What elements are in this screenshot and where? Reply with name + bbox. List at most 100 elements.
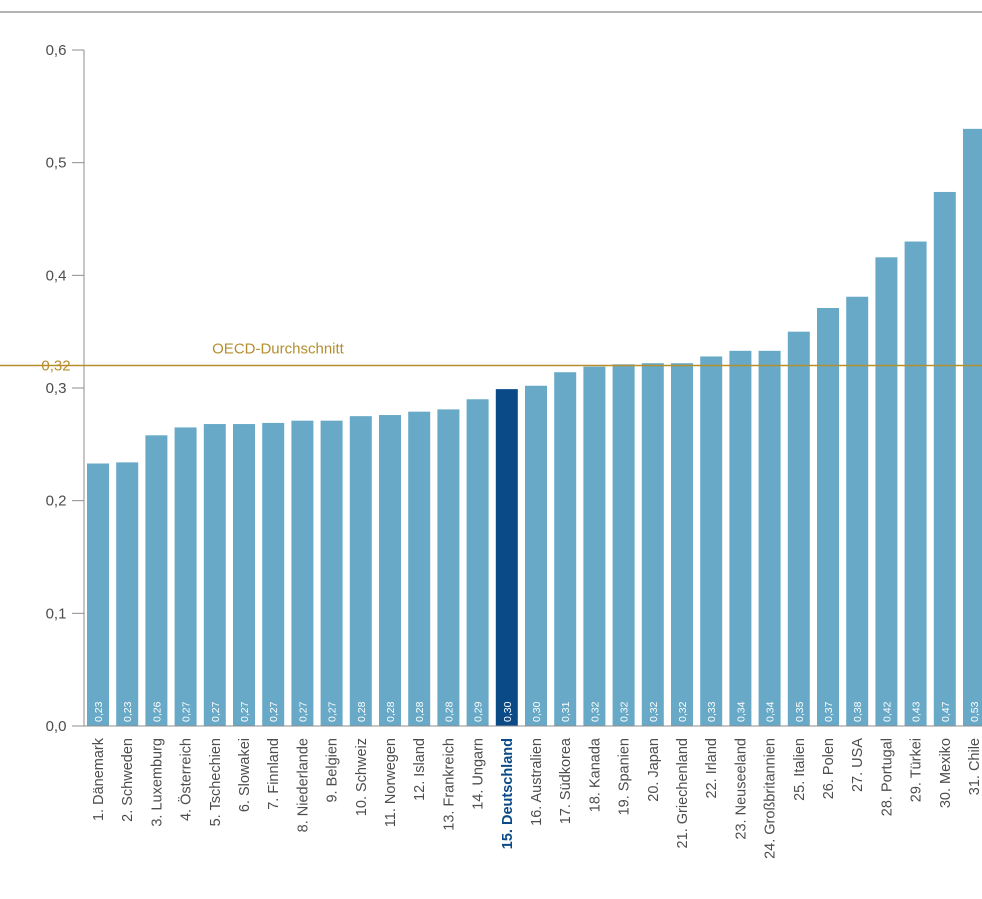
x-category-label: 11. Norwegen <box>383 738 399 827</box>
x-category-label: 7. Finnland <box>266 738 282 810</box>
bar <box>233 424 255 726</box>
x-category-label: 26. Polen <box>821 738 837 799</box>
x-category-label: 14. Ungarn <box>471 738 487 810</box>
bar-value-label: 0,33 <box>706 701 718 722</box>
oecd-average-label: OECD-Durchschnitt <box>212 340 345 357</box>
bar-value-label: 0,38 <box>852 701 864 722</box>
bar <box>174 427 197 726</box>
bar <box>875 257 898 726</box>
bar <box>466 399 489 726</box>
bar-value-label: 0,30 <box>531 701 543 722</box>
bar-value-label: 0,34 <box>765 701 777 722</box>
bar-value-label: 0,32 <box>589 701 601 722</box>
bar <box>817 308 839 726</box>
bar <box>846 296 869 726</box>
x-category-label: 29. Türkei <box>909 738 925 802</box>
bar <box>116 462 139 726</box>
y-tick-label: 0,3 <box>46 380 67 397</box>
bar <box>933 191 956 726</box>
bar <box>349 416 372 726</box>
x-category-label: 4. Österreich <box>177 738 195 821</box>
x-category-label: 18. Kanada <box>587 737 603 812</box>
x-category-label: 30. Mexiko <box>938 738 954 808</box>
bar <box>291 420 314 726</box>
bar <box>203 424 226 726</box>
bar-value-label: 0,28 <box>414 701 426 722</box>
bar-value-label: 0,28 <box>385 701 397 722</box>
x-category-label: 17. Südkorea <box>558 737 574 824</box>
bar-value-label: 0,27 <box>181 701 193 722</box>
bar <box>145 435 168 726</box>
bar-value-label: 0,31 <box>560 701 572 722</box>
x-category-label: 2. Schweden <box>120 738 136 822</box>
x-category-label: 22. Irland <box>704 738 720 798</box>
x-category-label: 20. Japan <box>646 738 662 802</box>
bar-value-label: 0,42 <box>881 701 893 722</box>
bar-value-label: 0,27 <box>297 701 309 722</box>
bar <box>583 366 606 726</box>
bar-value-label: 0,34 <box>735 701 747 722</box>
x-category-label: 16. Australien <box>529 738 545 826</box>
bar-value-label: 0,26 <box>151 701 163 722</box>
y-tick-label: 0,5 <box>46 155 67 172</box>
bars: 0,23 0,23 0,26 0,27 0,27 0,27 0,27 0,27 0,27 0,28… <box>84 128 982 727</box>
y-tick-label: 0,1 <box>46 605 67 622</box>
bar <box>758 350 781 726</box>
bar-value-label: 0,32 <box>619 701 631 722</box>
x-category-label: 21. Griechenland <box>675 738 691 848</box>
bar <box>320 420 343 726</box>
bar <box>437 409 460 726</box>
bar-value-label: 0,28 <box>356 701 368 722</box>
bar-value-label: 0,23 <box>93 701 105 722</box>
y-tick-label: 0,4 <box>46 267 67 284</box>
bar-value-label: 0,27 <box>239 701 251 722</box>
bar-value-label: 0,27 <box>210 701 222 722</box>
bar-value-label: 0,53 <box>969 701 981 722</box>
y-tick-label: 0,2 <box>46 493 67 510</box>
bar <box>671 363 693 726</box>
x-category-label: 5. Tschechien <box>208 738 224 826</box>
y-tick-label: 0,6 <box>46 42 67 59</box>
bar-value-label: 0,35 <box>794 701 806 722</box>
bar-value-label: 0,28 <box>443 701 455 722</box>
bar <box>495 389 518 726</box>
y-tick-label: 0,0 <box>46 718 67 735</box>
x-category-label: 10. Schweiz <box>354 738 370 816</box>
bar <box>408 411 431 726</box>
bar-value-label: 0,37 <box>823 701 835 722</box>
bar-value-label: 0,30 <box>502 701 514 722</box>
bar <box>963 128 982 726</box>
bar-value-label: 0,32 <box>677 701 689 722</box>
bar <box>379 415 401 726</box>
x-category-label: 13. Frankreich <box>441 738 457 831</box>
x-category-label: 3. Luxemburg <box>149 738 165 827</box>
x-category-label: 24. Großbritannien <box>763 738 779 859</box>
bar <box>554 372 577 726</box>
bar <box>612 364 635 726</box>
bar <box>87 463 109 726</box>
bar-value-label: 0,47 <box>940 701 952 722</box>
bar <box>525 385 547 726</box>
bar <box>641 363 664 726</box>
x-category-label: 6. Slowakei <box>237 738 253 812</box>
bar-value-label: 0,43 <box>911 701 923 722</box>
reference-line-group: OECD-Durchschnitt 0,32 <box>0 340 982 374</box>
bar-value-label: 0,27 <box>327 701 339 722</box>
bar <box>262 422 285 726</box>
bar-value-label: 0,27 <box>268 701 280 722</box>
x-labels: 1. Dänemark 2. Schweden 3. Luxemburg 4. Öst… <box>91 737 982 859</box>
x-category-label: 19. Spanien <box>617 738 633 815</box>
bar <box>729 350 752 726</box>
x-category-label: 31. Chile <box>967 738 982 795</box>
x-category-label: 12. Island <box>412 738 428 801</box>
bar <box>700 356 723 726</box>
bar <box>904 241 927 727</box>
bar-value-label: 0,29 <box>473 701 485 722</box>
x-category-label: 8. Niederlande <box>295 738 311 832</box>
x-category-label: 27. USA <box>850 738 866 792</box>
bar-value-label: 0,23 <box>122 701 134 722</box>
x-category-label: 1. Dänemark <box>91 737 107 821</box>
bar-value-label: 0,32 <box>648 701 660 722</box>
x-category-label: 15. Deutschland <box>500 738 516 849</box>
